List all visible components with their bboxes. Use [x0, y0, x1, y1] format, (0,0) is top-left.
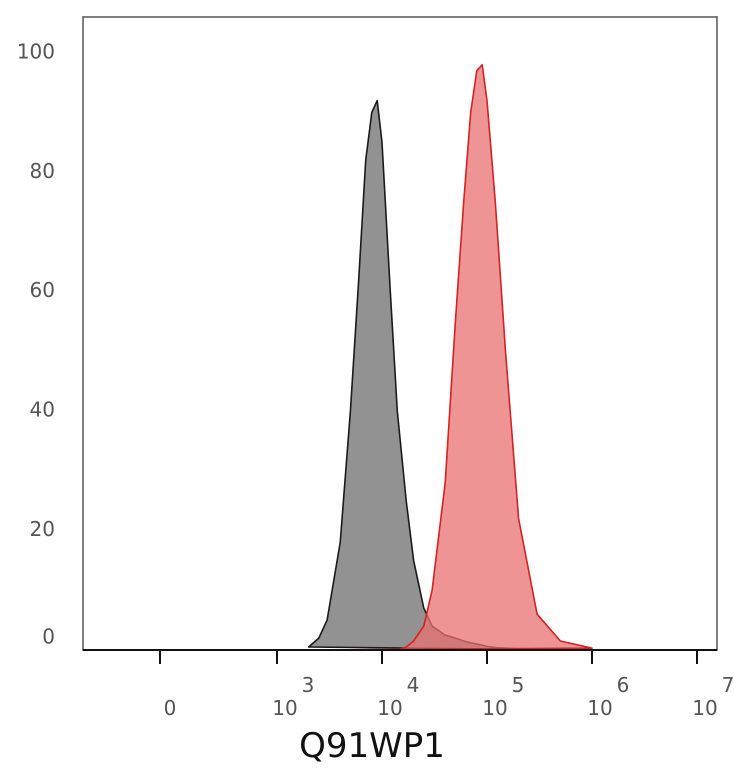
x-tick-exponent: 4: [407, 673, 420, 697]
y-tick-label: 20: [30, 517, 55, 541]
y-tick-label: 80: [30, 159, 55, 183]
x-tick-label: 10: [377, 696, 402, 720]
y-tick-label: 100: [17, 39, 55, 63]
x-tick-exponent: 5: [512, 673, 525, 697]
y-tick-label: 60: [30, 278, 55, 302]
x-tick-label: 10: [587, 696, 612, 720]
x-tick-label: 10: [692, 696, 717, 720]
x-tick-label: 10: [482, 696, 507, 720]
x-tick-label: 10: [272, 696, 297, 720]
x-tick-exponent: 6: [617, 673, 630, 697]
x-axis-label: Q91WP1: [299, 726, 445, 766]
x-tick-exponent: 3: [302, 673, 315, 697]
x-tick-label: 0: [164, 696, 177, 720]
x-tick-exponent: 7: [722, 673, 734, 697]
y-tick-label: 40: [30, 398, 55, 422]
y-tick-label: 0: [42, 625, 55, 649]
